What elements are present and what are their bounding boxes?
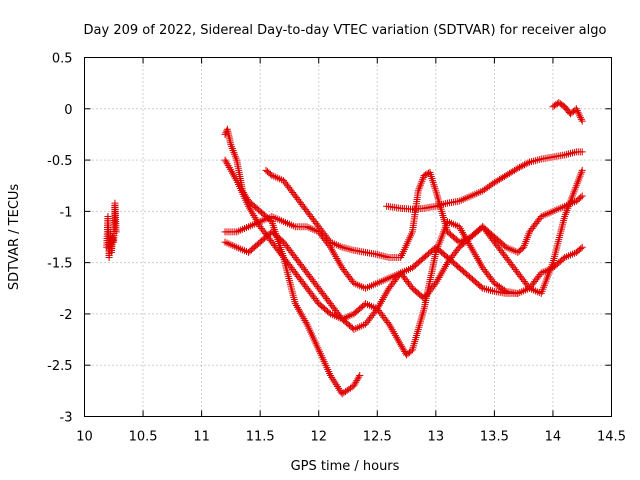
series-satellite-2 xyxy=(221,125,364,398)
x-tick-label: 13.5 xyxy=(480,430,509,445)
grid-lines xyxy=(84,57,612,417)
data-point xyxy=(576,112,584,120)
data-point xyxy=(578,148,586,156)
x-axis-title: GPS time / hours xyxy=(291,459,400,474)
data-point xyxy=(356,371,364,379)
data-point xyxy=(578,243,586,251)
y-tick-label: -3 xyxy=(60,411,73,426)
x-tick-label: 10.5 xyxy=(129,430,158,445)
data-point xyxy=(514,289,522,297)
x-tick-label: 12.5 xyxy=(363,430,392,445)
data-point xyxy=(355,373,363,381)
axis-ticks xyxy=(84,57,612,417)
data-point xyxy=(575,110,583,118)
data-point xyxy=(515,163,523,171)
data-point xyxy=(477,283,485,291)
data-point xyxy=(522,160,530,168)
y-axis-title: SDTVAR / TECUs xyxy=(7,184,22,291)
x-tick-label: 11 xyxy=(193,430,210,445)
data-point xyxy=(489,277,497,285)
series-satellite-7 xyxy=(383,148,586,213)
data-point xyxy=(577,245,585,253)
data-point xyxy=(112,228,120,236)
y-tick-label: -1 xyxy=(60,205,73,220)
data-point xyxy=(521,161,529,169)
x-tick-label: 14.5 xyxy=(597,430,626,445)
data-point xyxy=(574,108,582,116)
data-point xyxy=(500,286,508,294)
series-satellite-8 xyxy=(549,99,586,125)
data-points xyxy=(103,99,586,398)
data-point xyxy=(578,117,586,125)
y-tick-label: 0 xyxy=(64,103,72,118)
data-point xyxy=(384,318,392,326)
x-tick-label: 13 xyxy=(428,430,445,445)
chart-title: Day 209 of 2022, Sidereal Day-to-day VTE… xyxy=(84,23,607,38)
y-tick-label: 0.5 xyxy=(52,52,73,67)
data-point xyxy=(577,115,585,123)
y-tick-label: -2.5 xyxy=(47,359,72,374)
data-point xyxy=(514,164,522,172)
plot-frame xyxy=(84,57,612,417)
x-tick-labels: 10 10.5 11 11.5 12 12.5 13 13.5 14 14.5 xyxy=(76,430,626,445)
x-tick-label: 12 xyxy=(310,430,327,445)
data-point xyxy=(423,170,431,178)
x-tick-label: 11.5 xyxy=(246,430,275,445)
series-satellite-4 xyxy=(221,156,522,359)
data-point xyxy=(577,193,585,201)
series-satellite-5 xyxy=(221,166,586,303)
series-satellite-6 xyxy=(262,166,586,262)
data-point xyxy=(572,105,580,113)
x-tick-label: 14 xyxy=(545,430,562,445)
y-tick-labels: 0.5 0 -0.5 -1 -1.5 -2 -2.5 -3 xyxy=(47,52,72,426)
y-tick-label: -1.5 xyxy=(47,257,72,272)
data-point xyxy=(431,281,439,289)
data-point xyxy=(420,171,428,179)
data-point xyxy=(573,107,581,115)
data-point xyxy=(578,192,586,200)
data-point xyxy=(517,163,525,171)
y-tick-label: -2 xyxy=(60,308,73,323)
x-tick-label: 10 xyxy=(76,430,93,445)
y-tick-label: -0.5 xyxy=(47,154,72,169)
data-point xyxy=(519,162,527,170)
data-point xyxy=(578,166,586,174)
data-point xyxy=(577,114,585,122)
data-point xyxy=(524,159,532,167)
series-satellite-1 xyxy=(103,199,120,262)
